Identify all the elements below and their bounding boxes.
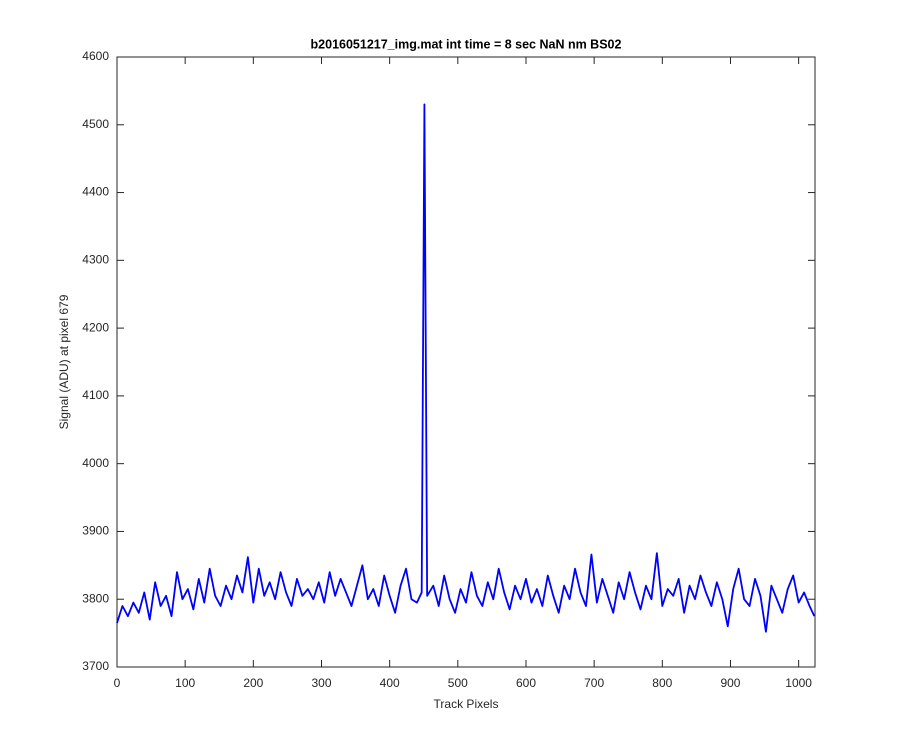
x-tick-label: 500 (448, 676, 468, 690)
y-tick-label: 4000 (82, 456, 109, 470)
x-tick-label: 100 (175, 676, 195, 690)
y-tick-label: 4100 (82, 388, 109, 402)
x-tick-label: 200 (243, 676, 263, 690)
y-tick-label: 4300 (82, 253, 109, 267)
chart-title: b2016051217_img.mat int time = 8 sec NaN… (311, 37, 622, 51)
x-tick-label: 400 (380, 676, 400, 690)
y-tick-label: 3700 (82, 659, 109, 673)
x-tick-label: 900 (720, 676, 740, 690)
y-tick-label: 4200 (82, 320, 109, 334)
axes-box (116, 56, 816, 668)
data-line (116, 103, 816, 633)
y-tick-label: 4400 (82, 185, 109, 199)
x-tick-label: 1000 (785, 676, 812, 690)
y-tick-label: 4500 (82, 117, 109, 131)
x-tick-label: 300 (311, 676, 331, 690)
x-tick-label: 0 (114, 676, 121, 690)
x-tick-label: 700 (584, 676, 604, 690)
y-tick-label: 4600 (82, 49, 109, 63)
y-tick-label: 3900 (82, 524, 109, 538)
x-axis-label: Track Pixels (434, 697, 499, 711)
y-axis-label: Signal (ADU) at pixel 679 (57, 294, 71, 429)
x-tick-label: 800 (652, 676, 672, 690)
x-tick-label: 600 (516, 676, 536, 690)
y-tick-label: 3800 (82, 591, 109, 605)
